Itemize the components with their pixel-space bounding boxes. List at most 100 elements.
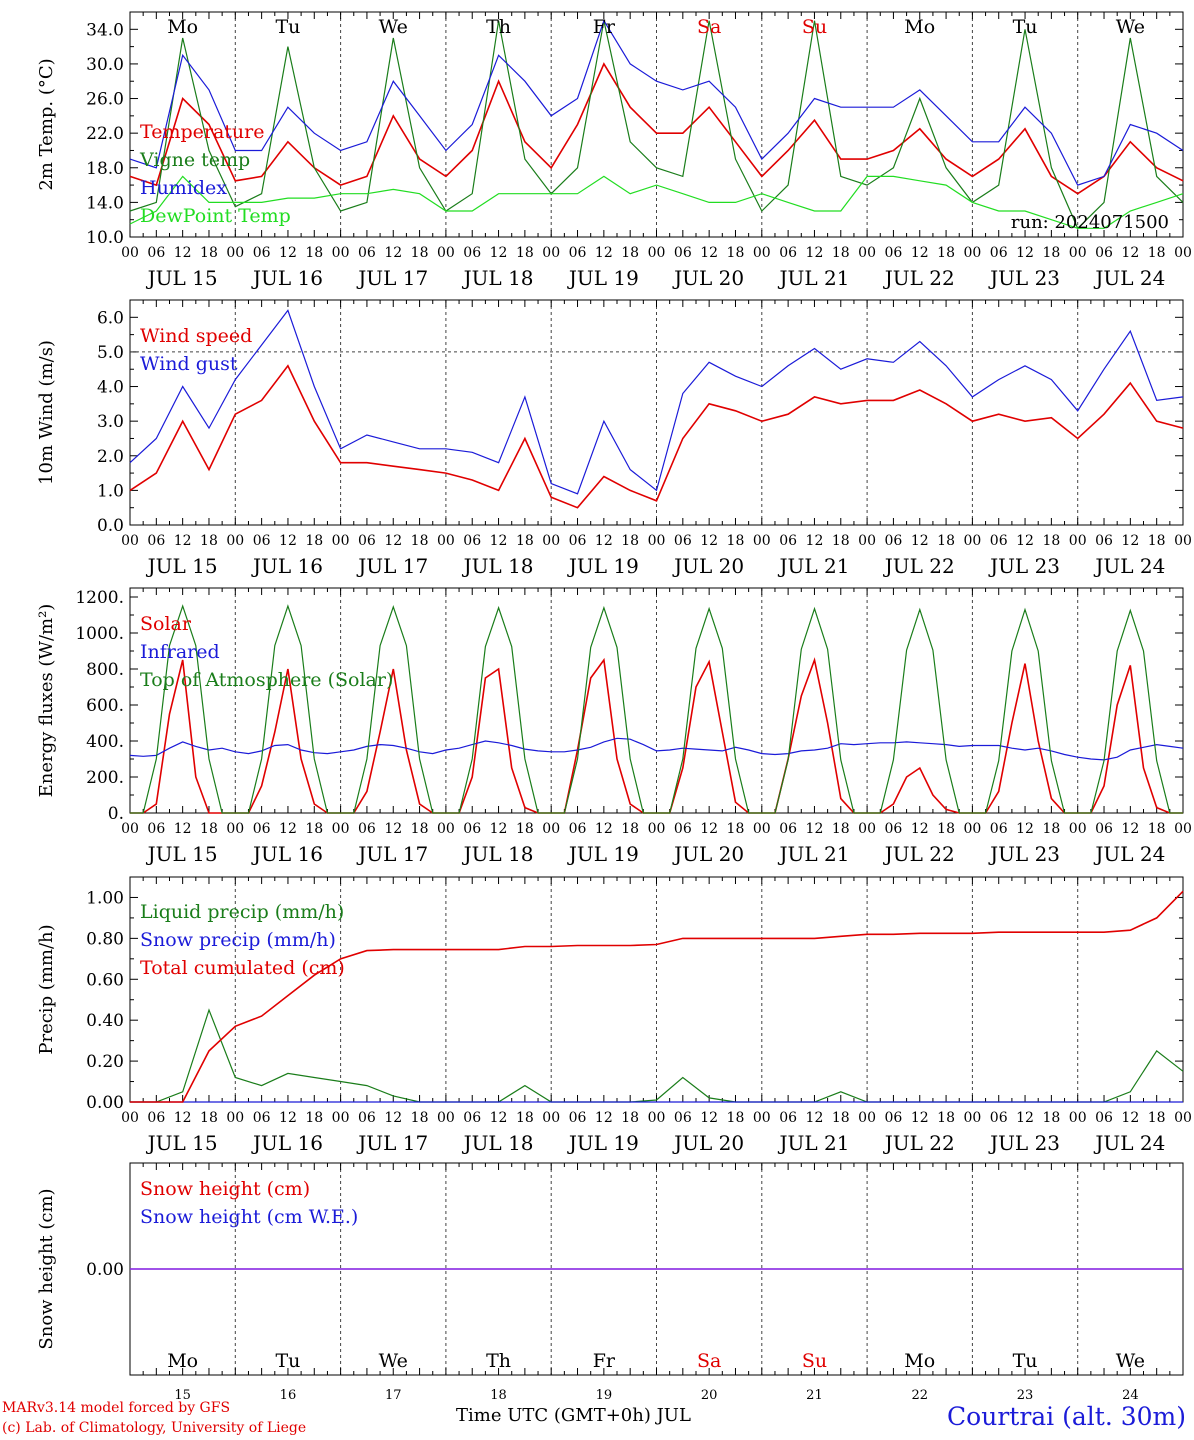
hour-label: 12	[806, 1110, 824, 1126]
series-line	[130, 604, 1183, 814]
hour-label: 12	[806, 245, 824, 261]
hour-label: 00	[963, 245, 981, 261]
hour-label: 06	[358, 1110, 376, 1126]
day-number: 15	[174, 1388, 191, 1403]
hour-label: 00	[332, 821, 350, 837]
date-label: JUL 24	[1093, 266, 1165, 290]
hour-label: 12	[490, 821, 508, 837]
legend-entry: DewPoint Temp	[140, 205, 291, 227]
hour-label: 12	[174, 821, 192, 837]
panel-5	[129, 1162, 1184, 1376]
legend-entry: Wind speed	[140, 325, 252, 347]
day-name: Sa	[697, 1350, 721, 1372]
hour-label: 00	[437, 245, 455, 261]
hour-label: 18	[1042, 245, 1060, 261]
y-tick-label: 5.0	[97, 343, 124, 363]
day-number: 24	[1122, 1388, 1139, 1403]
hour-label: 00	[963, 821, 981, 837]
y-tick-label: 34.0	[86, 20, 124, 40]
hour-label: 12	[279, 533, 297, 549]
hour-label: 00	[542, 821, 560, 837]
series-line	[129, 364, 1184, 509]
hour-label: 06	[358, 245, 376, 261]
hour-label: 06	[674, 1110, 692, 1126]
date-label: JUL 19	[567, 1131, 639, 1155]
hour-label: 00	[753, 533, 771, 549]
hour-label: 18	[832, 533, 850, 549]
hour-label: 12	[1121, 533, 1139, 549]
date-label: JUL 16	[251, 842, 323, 866]
day-name: Tu	[1013, 16, 1038, 38]
panel-frame	[129, 11, 1184, 238]
hour-label: 00	[332, 245, 350, 261]
hour-label: 00	[648, 245, 666, 261]
y-axis-title: Energy fluxes (W/m²)	[36, 604, 57, 798]
hour-label: 18	[1148, 533, 1166, 549]
hour-label: 06	[1095, 1110, 1113, 1126]
y-tick-label: 10.0	[86, 228, 124, 248]
y-axis-title: Snow height (cm)	[36, 1188, 57, 1349]
hour-label: 12	[279, 245, 297, 261]
date-label: JUL 17	[356, 1131, 428, 1155]
hour-label: 06	[253, 1110, 271, 1126]
date-label: JUL 18	[462, 554, 534, 578]
day-name: We	[379, 1350, 408, 1372]
date-label: JUL 24	[1093, 842, 1165, 866]
hour-label: 12	[1016, 533, 1034, 549]
date-label: JUL 18	[462, 842, 534, 866]
date-label: JUL 23	[988, 842, 1060, 866]
day-number: 16	[280, 1388, 297, 1403]
hour-label: 12	[1121, 245, 1139, 261]
hour-label: 06	[1095, 533, 1113, 549]
date-label: JUL 15	[146, 842, 218, 866]
hour-label: 00	[437, 821, 455, 837]
hour-label: 06	[990, 821, 1008, 837]
y-tick-label: 1.0	[97, 481, 124, 501]
hour-label: 12	[700, 1110, 718, 1126]
hour-label: 00	[753, 245, 771, 261]
hour-label: 18	[1148, 1110, 1166, 1126]
day-name: We	[379, 16, 408, 38]
date-label: JUL 17	[356, 554, 428, 578]
hour-label: 06	[253, 821, 271, 837]
day-number: 21	[806, 1388, 823, 1403]
legend-entry: Temperature	[140, 121, 264, 143]
hour-label: 06	[885, 821, 903, 837]
date-label: JUL 17	[356, 842, 428, 866]
hour-label: 06	[253, 533, 271, 549]
hour-label: 12	[384, 821, 402, 837]
date-label: JUL 22	[883, 1131, 955, 1155]
hour-label: 12	[174, 533, 192, 549]
hour-label: 06	[674, 821, 692, 837]
date-label: JUL 18	[462, 266, 534, 290]
y-tick-label: 30.0	[86, 55, 124, 75]
hour-label: 00	[121, 821, 139, 837]
hour-label: 18	[832, 1110, 850, 1126]
date-label: JUL 24	[1093, 554, 1165, 578]
hour-label: 06	[147, 821, 165, 837]
date-label: JUL 16	[251, 554, 323, 578]
hour-label: 12	[911, 821, 929, 837]
day-name: We	[1116, 16, 1145, 38]
hour-label: 00	[1069, 821, 1087, 837]
hour-label: 06	[674, 245, 692, 261]
day-name: Th	[486, 16, 511, 38]
y-tick-label: 600.	[86, 696, 124, 716]
hour-label: 12	[384, 1110, 402, 1126]
y-tick-label: 400.	[86, 732, 124, 752]
hour-label: 00	[648, 533, 666, 549]
legend-entry: Total cumulated (cm)	[140, 957, 345, 979]
date-label: JUL 20	[672, 1131, 744, 1155]
date-label: JUL 24	[1093, 1131, 1165, 1155]
y-tick-label: 1200.	[75, 588, 124, 608]
hour-label: 18	[1148, 245, 1166, 261]
hour-label: 12	[595, 245, 613, 261]
hour-label: 00	[226, 1110, 244, 1126]
hour-label: 18	[1042, 533, 1060, 549]
model-credit: MARv3.14 model forced by GFS	[2, 1400, 231, 1416]
hour-label: 06	[990, 245, 1008, 261]
hour-label: 00	[1174, 821, 1192, 837]
hour-label: 18	[937, 245, 955, 261]
hour-label: 00	[121, 1110, 139, 1126]
